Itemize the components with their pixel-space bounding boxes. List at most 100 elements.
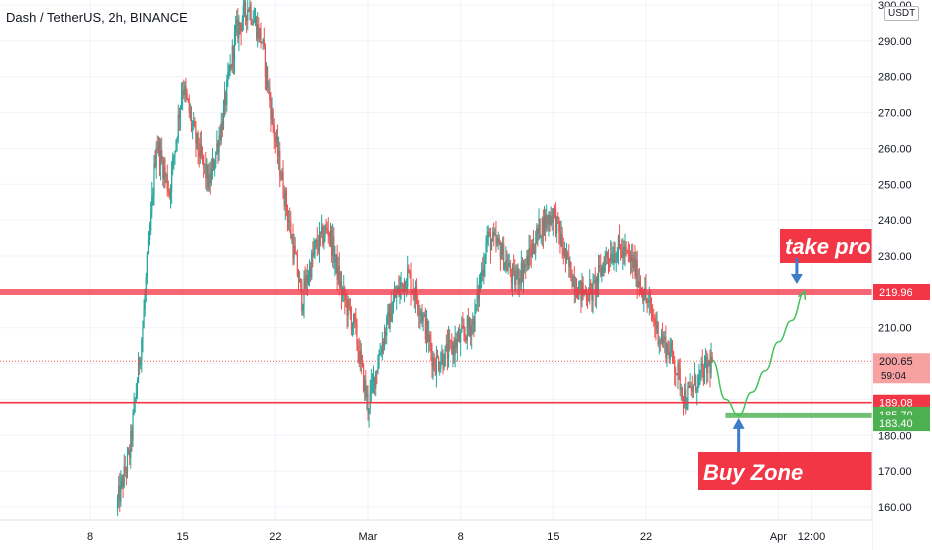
candle <box>563 241 565 259</box>
candle <box>680 383 682 401</box>
candle-body <box>381 341 383 353</box>
candle <box>435 345 437 388</box>
candle-body <box>188 101 190 113</box>
candle-body <box>275 136 278 142</box>
candle-body <box>280 176 282 180</box>
candle-body <box>602 266 604 268</box>
candle-body <box>539 219 541 238</box>
candle-body <box>124 466 126 472</box>
candle <box>515 264 517 293</box>
symbol-title[interactable]: Dash / TetherUS, 2h, BINANCE <box>6 10 188 25</box>
candle-body <box>495 233 497 245</box>
candle-body <box>263 39 265 47</box>
candle-body <box>403 280 406 292</box>
candle-body <box>287 220 290 222</box>
candle-body <box>231 46 233 69</box>
candle-body <box>335 254 337 261</box>
candle <box>425 309 428 353</box>
candle <box>349 297 351 320</box>
candle-body <box>157 141 159 151</box>
candle-body <box>203 155 205 165</box>
candle-body <box>310 266 312 278</box>
candle-body <box>643 299 645 301</box>
candle <box>458 324 461 343</box>
candle <box>535 230 537 261</box>
currency-button[interactable]: USDT <box>884 6 920 21</box>
candle <box>327 217 329 244</box>
candle <box>508 253 510 268</box>
candle <box>410 262 412 306</box>
candle-body <box>180 96 183 107</box>
candle <box>210 158 212 187</box>
candle <box>671 340 674 364</box>
candle <box>685 376 687 415</box>
candle <box>472 312 474 335</box>
candle <box>667 339 669 356</box>
candle-body <box>219 135 221 141</box>
candle-body <box>518 278 520 285</box>
candle-body <box>380 352 382 354</box>
candle <box>582 276 584 301</box>
candle <box>274 131 276 154</box>
candle <box>215 151 217 169</box>
candle <box>212 157 215 171</box>
candle-body <box>430 342 432 352</box>
candle <box>678 359 680 381</box>
candle-body <box>681 388 684 398</box>
candle-body <box>594 280 596 295</box>
candle <box>382 338 385 355</box>
candle-body <box>469 327 472 337</box>
candle-body <box>573 276 575 292</box>
candle <box>681 386 684 402</box>
candle-body <box>610 254 612 263</box>
candle-body <box>607 258 610 261</box>
candle-body <box>228 72 230 74</box>
candle <box>507 254 509 275</box>
candle-body <box>119 485 121 502</box>
candle <box>119 472 121 512</box>
candle-body <box>347 299 349 316</box>
candle-body <box>385 331 387 336</box>
grid <box>0 0 872 520</box>
candle-body <box>307 278 310 283</box>
candle-body <box>676 374 678 376</box>
candle <box>432 351 434 380</box>
candle <box>439 361 441 376</box>
candle-body <box>145 276 147 296</box>
candle-body <box>179 106 182 118</box>
candle <box>302 303 304 316</box>
candle-body <box>225 93 227 105</box>
candle-body <box>247 9 249 21</box>
candle-body <box>552 209 554 224</box>
candle <box>650 297 653 322</box>
candle-body <box>612 260 614 263</box>
candle <box>229 54 231 77</box>
candle <box>468 316 471 337</box>
candle <box>450 339 452 350</box>
candle <box>272 107 274 133</box>
candle-body <box>121 477 123 481</box>
candle <box>452 341 454 368</box>
candle-body <box>642 293 644 301</box>
candle-body <box>582 282 584 295</box>
candle-body <box>273 125 275 138</box>
candle-body <box>455 339 457 348</box>
candle-body <box>152 195 154 197</box>
candle <box>604 250 606 274</box>
candle <box>257 12 259 48</box>
candle-body <box>194 120 196 127</box>
candle-body <box>475 304 477 306</box>
candle <box>323 225 325 250</box>
candle-body <box>525 264 527 266</box>
candle-body <box>161 149 163 160</box>
candle <box>632 243 634 279</box>
candle <box>621 239 623 259</box>
candle-body <box>257 23 259 39</box>
candle-body <box>196 132 198 144</box>
candle-body <box>408 267 410 273</box>
candle <box>128 447 130 456</box>
candle <box>461 316 463 333</box>
candle <box>497 231 499 250</box>
candle-body <box>648 299 650 302</box>
